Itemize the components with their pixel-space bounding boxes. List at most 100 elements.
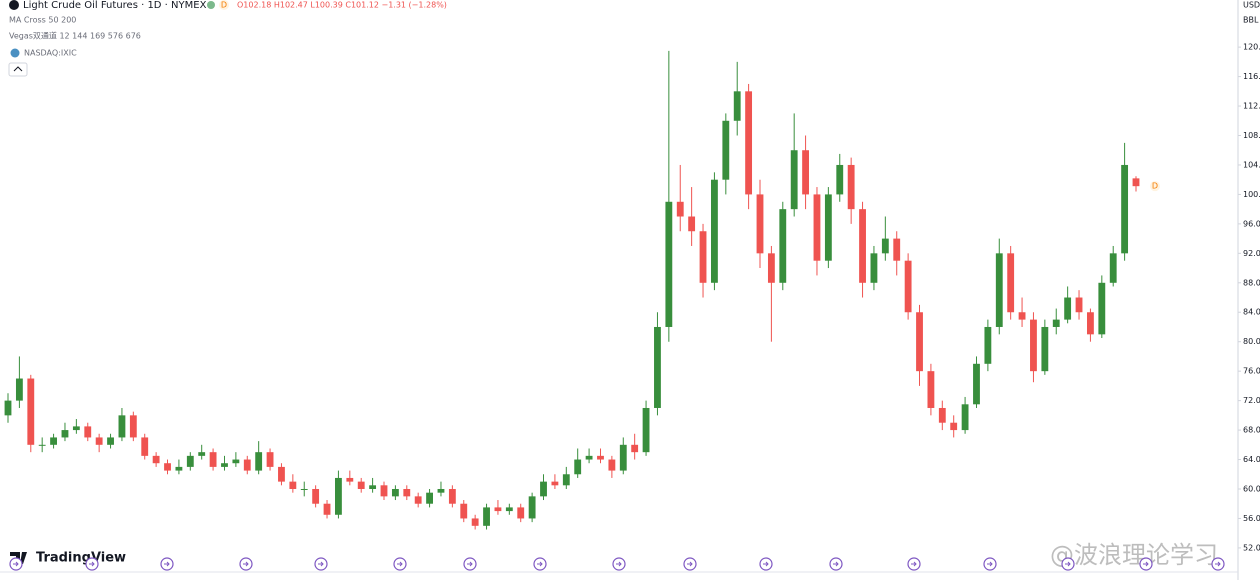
candle-body (1041, 326, 1049, 372)
y-tick-label: 64.00 (1243, 455, 1260, 464)
candle-body (824, 194, 832, 261)
candle-body (186, 455, 194, 467)
candle-body (711, 179, 718, 283)
candle-body (84, 426, 92, 438)
candle-body (357, 481, 365, 489)
candle-body (95, 437, 103, 445)
y-tick-label: 112.00 (1243, 102, 1260, 111)
candle-body (437, 488, 445, 493)
candle-body (813, 194, 821, 261)
candle-body (1121, 164, 1129, 254)
candle-body (893, 238, 901, 261)
candle-body (471, 518, 479, 526)
candle-body (859, 209, 866, 283)
event-icon-arrow (537, 561, 543, 567)
candle-body (448, 488, 456, 504)
y-tick-label: 88.00 (1243, 278, 1260, 287)
event-icon-arrow (1215, 561, 1221, 567)
y-tick-label: 92.00 (1243, 249, 1260, 258)
event-icon-arrow (911, 561, 917, 567)
candle-body (414, 496, 422, 504)
y-tick-label: 52.00 (1243, 543, 1260, 552)
candle-body (608, 459, 616, 471)
event-icon-arrow (687, 561, 693, 567)
candle-body (585, 455, 593, 460)
candle-body (950, 422, 958, 431)
y-tick-label: 80.00 (1243, 337, 1260, 346)
candle-body (72, 426, 80, 431)
candle-body (198, 452, 206, 456)
candle-body (540, 481, 547, 497)
candle-body (973, 363, 980, 405)
candle-body (802, 150, 809, 195)
candle-body (346, 477, 354, 482)
symbol-icon (9, 0, 19, 10)
event-icon-arrow (763, 561, 769, 567)
candle-body (369, 485, 377, 489)
candle-body (1064, 297, 1072, 320)
candle-body (562, 474, 570, 486)
ohlc-legend: O102.18 H102.47 L100.39 C101.12 −1.31 (−… (237, 1, 447, 10)
candle-body (597, 455, 604, 460)
candle-body (460, 503, 468, 519)
candle-body (938, 407, 946, 423)
event-icon-arrow (987, 561, 993, 567)
candle-body (312, 488, 320, 504)
candle-body (380, 485, 388, 497)
collapse-button[interactable] (8, 62, 28, 77)
candle-body (1087, 312, 1094, 335)
candle-body (1007, 253, 1015, 313)
candle-body (665, 201, 673, 327)
currency-label: USD (1243, 1, 1260, 10)
unit-label: BBL (1243, 16, 1259, 25)
candle-body (266, 452, 274, 467)
candle-body (1132, 178, 1140, 187)
candle-body (927, 371, 935, 408)
last-badge: D (1152, 182, 1158, 191)
event-icon-arrow (1143, 561, 1149, 567)
candle-body (574, 459, 582, 475)
event-icon-arrow (467, 561, 473, 567)
candles (4, 50, 1140, 530)
candle-body (243, 459, 251, 471)
y-tick-label: 72.00 (1243, 396, 1260, 405)
event-icon-arrow (89, 561, 95, 567)
last-badge-bg (1150, 181, 1160, 192)
event-icon-arrow (833, 561, 839, 567)
candle-body (619, 444, 627, 471)
event-icon-arrow (397, 561, 403, 567)
logo: TradingView (36, 551, 126, 566)
event-icon-arrow (13, 561, 19, 567)
candle-body (722, 120, 730, 180)
indicator-label: NASDAQ:IXIC (24, 49, 77, 58)
candle-body (61, 430, 69, 438)
candle-body (38, 444, 46, 446)
candle-body (27, 378, 35, 445)
candle-body (483, 507, 490, 526)
candle-body (779, 209, 787, 283)
candle-body (278, 466, 285, 482)
candle-body (995, 253, 1003, 327)
y-tick-label: 68.00 (1243, 426, 1260, 435)
candle-body (654, 326, 661, 408)
candle-body (790, 150, 798, 210)
chart-title: Light Crude Oil Futures · 1D · NYMEX (23, 0, 207, 11)
candle-body (1098, 282, 1106, 335)
candle-body (870, 253, 878, 283)
candle-body (961, 404, 969, 431)
candle-body (152, 455, 160, 464)
candle-body (551, 481, 559, 486)
candle-body (1018, 312, 1026, 320)
y-tick-label: 60.00 (1243, 484, 1260, 493)
event-icon-arrow (616, 561, 622, 567)
interval-badge: D (221, 1, 227, 10)
status-dot (207, 1, 215, 9)
event-icon-arrow (1065, 561, 1071, 567)
candle-body (881, 238, 889, 254)
candle-body (1030, 319, 1037, 372)
event-icon-arrow (243, 561, 249, 567)
y-tick-label: 96.00 (1243, 219, 1260, 228)
